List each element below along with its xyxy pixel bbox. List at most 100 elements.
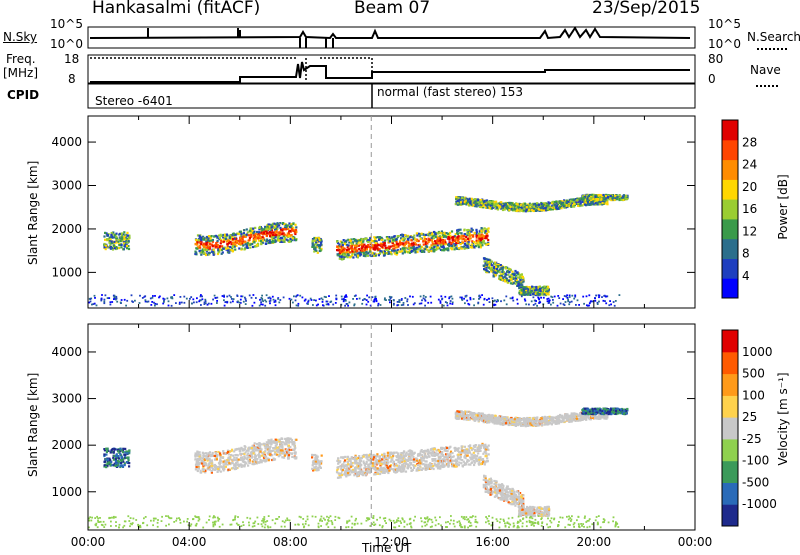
power-point (254, 235, 256, 237)
velocity-point (209, 458, 211, 460)
power-ground-point (473, 298, 475, 300)
power-point (544, 289, 546, 291)
power-ground-point (100, 300, 102, 302)
power-ground-point (104, 299, 106, 301)
power-point (277, 237, 279, 239)
velocity-point (239, 450, 241, 452)
power-point (281, 230, 283, 232)
power-point (419, 248, 421, 250)
velocity-point (273, 459, 275, 461)
power-point (367, 241, 369, 243)
power-point (312, 244, 314, 246)
power-ground-point (493, 304, 495, 306)
power-point (247, 242, 249, 244)
power-ground-point (126, 300, 128, 302)
power-point (522, 280, 524, 282)
power-point (454, 244, 456, 246)
velocity-point (259, 459, 261, 461)
power-ground-point (366, 304, 368, 306)
power-point (529, 204, 531, 206)
power-point (367, 244, 369, 246)
power-point (232, 238, 234, 240)
top-panels (0, 0, 800, 112)
power-ground-point (145, 299, 147, 301)
power-ground-point (438, 299, 440, 301)
power-point (252, 246, 254, 248)
power-ground-point (540, 297, 542, 299)
power-point (233, 233, 235, 235)
velocity-point (268, 459, 270, 461)
power-point (611, 198, 613, 200)
velocity-point (106, 451, 108, 453)
power-ground-point (110, 304, 112, 306)
power-ground-point (345, 300, 347, 302)
power-point (252, 228, 254, 230)
power-ground-point (297, 294, 299, 296)
power-ground-point (505, 296, 507, 298)
power-point (550, 208, 552, 210)
velocity-point (236, 458, 238, 460)
power-point (239, 242, 241, 244)
power-point (127, 235, 129, 237)
velocity-point (269, 446, 271, 448)
power-ground-point (483, 304, 485, 306)
power-point (430, 250, 432, 252)
power-point (539, 293, 541, 295)
power-point (509, 269, 511, 271)
velocity-point (280, 445, 282, 447)
power-point (396, 243, 398, 245)
velocity-point (279, 439, 281, 441)
power-point (342, 244, 344, 246)
velocity-point (114, 448, 116, 450)
power-point (450, 247, 452, 249)
velocity-point (285, 440, 287, 442)
velocity-point (293, 445, 295, 447)
velocity-point (314, 454, 316, 456)
power-ground-point (322, 304, 324, 306)
power-point (275, 231, 277, 233)
velocity-point (128, 462, 130, 464)
power-point (425, 234, 427, 236)
power-point (539, 288, 541, 290)
power-ground-point (260, 301, 262, 303)
power-point (583, 197, 585, 199)
power-point (590, 201, 592, 203)
velocity-point (292, 442, 294, 444)
power-ground-point (603, 295, 605, 297)
power-point (210, 237, 212, 239)
power-point (319, 244, 321, 246)
velocity-point (286, 449, 288, 451)
power-ground-point (569, 301, 571, 303)
power-point (408, 247, 410, 249)
power-ground-point (200, 294, 202, 296)
power-ground-point (578, 304, 580, 306)
power-point (356, 245, 358, 247)
power-point (463, 235, 465, 237)
power-point (227, 249, 229, 251)
power-point (398, 250, 400, 252)
power-point (525, 288, 527, 290)
power-point (519, 208, 521, 210)
power-ground-point (144, 295, 146, 297)
power-point (510, 206, 512, 208)
power-ground-point (403, 302, 405, 304)
velocity-point (128, 459, 130, 461)
power-point (513, 282, 515, 284)
power-ground-point (378, 303, 380, 305)
power-point (529, 292, 531, 294)
power-point (111, 247, 113, 249)
power-ground-point (421, 299, 423, 301)
power-point (494, 271, 496, 273)
velocity-point (242, 460, 244, 462)
power-point (538, 204, 540, 206)
power-point (349, 239, 351, 241)
power-point (496, 203, 498, 205)
power-point (543, 204, 545, 206)
power-ground-point (614, 305, 616, 307)
power-point (108, 242, 110, 244)
velocity-point (252, 445, 254, 447)
power-ground-point (245, 303, 247, 305)
power-point (484, 258, 486, 260)
power-point (347, 253, 349, 255)
